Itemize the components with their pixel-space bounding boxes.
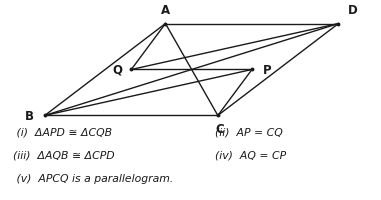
Text: (ii)  AP = CQ: (ii) AP = CQ bbox=[215, 126, 283, 136]
Text: (iii)  ΔAQB ≅ ΔCPD: (iii) ΔAQB ≅ ΔCPD bbox=[13, 150, 115, 160]
Text: A: A bbox=[161, 4, 170, 17]
Text: D: D bbox=[347, 4, 357, 17]
Text: (v)  APCQ is a parallelogram.: (v) APCQ is a parallelogram. bbox=[13, 173, 173, 183]
Text: C: C bbox=[216, 122, 224, 135]
Text: (i)  ΔAPD ≅ ΔCQB: (i) ΔAPD ≅ ΔCQB bbox=[13, 126, 112, 136]
Text: (iv)  AQ = CP: (iv) AQ = CP bbox=[215, 150, 286, 160]
Text: B: B bbox=[24, 109, 34, 122]
Text: P: P bbox=[263, 64, 271, 77]
Text: Q: Q bbox=[112, 64, 122, 77]
